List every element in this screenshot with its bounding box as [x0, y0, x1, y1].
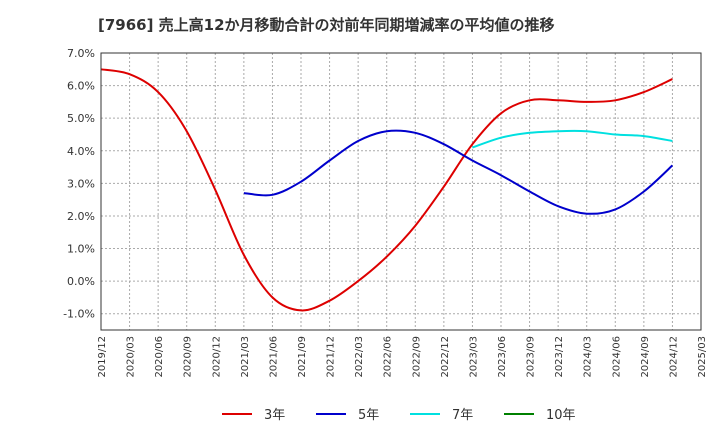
- x-tick-label: 2025/03: [697, 336, 708, 378]
- x-tick-label: 2022/09: [411, 336, 422, 378]
- legend-label-4: 10年: [546, 408, 576, 423]
- y-tick-label: 0.0%: [67, 275, 95, 288]
- x-tick-label: 2024/03: [583, 336, 594, 378]
- y-tick-label: 3.0%: [67, 177, 95, 190]
- x-tick-label: 2020/06: [154, 336, 165, 378]
- legend-label-3: 7年: [452, 408, 473, 423]
- axes: -1.0% 0.0% 1.0% 2.0% 3.0% 4.0% 5.0% 6.0% 7.0% 201…: [63, 47, 708, 378]
- y-tick-label: 2.0%: [67, 210, 95, 223]
- chart-title: [7966] 売上高12か月移動合計の対前年同期増減率の平均値の推移: [98, 16, 555, 34]
- x-tick-label: 2024/06: [611, 336, 622, 378]
- y-tick-label: 7.0%: [67, 47, 95, 60]
- plot-frame: [100, 52, 702, 331]
- y-tick-label: 5.0%: [67, 112, 95, 125]
- x-tick-label: 2020/09: [183, 336, 194, 378]
- x-tick-label: 2020/12: [211, 336, 222, 378]
- x-tick-label: 2019/12: [97, 336, 108, 378]
- series-lines: [100, 68, 674, 312]
- x-tick-label: 2022/03: [354, 336, 365, 378]
- series-line-1: [100, 68, 673, 312]
- legend-label-1: 3年: [264, 408, 285, 423]
- series-line-3: [472, 129, 673, 149]
- x-tick-label: 2021/03: [240, 336, 251, 378]
- x-tick-label: 2023/06: [497, 336, 508, 378]
- x-tick-label: 2023/09: [526, 336, 537, 378]
- grid: [100, 52, 702, 330]
- x-tick-label: 2021/06: [268, 336, 279, 378]
- x-tick-label: 2024/12: [668, 336, 679, 378]
- x-tick-label: 2021/09: [297, 336, 308, 378]
- x-tick-label: 2023/03: [468, 336, 479, 378]
- x-tick-label: 2023/12: [554, 336, 565, 378]
- x-tick-label: 2022/12: [440, 336, 451, 378]
- legend-label-2: 5年: [358, 408, 379, 423]
- y-tick-label: -1.0%: [63, 308, 95, 321]
- x-tick-label: 2020/03: [126, 336, 137, 378]
- legend: 3年 5年 7年 10年: [222, 408, 576, 423]
- x-tick-label: 2022/06: [383, 336, 394, 378]
- y-tick-label: 4.0%: [67, 145, 95, 158]
- y-tick-label: 6.0%: [67, 80, 95, 93]
- x-tick-label: 2021/12: [326, 336, 337, 378]
- y-tick-label: 1.0%: [67, 243, 95, 256]
- x-tick-label: 2024/09: [640, 336, 651, 378]
- series-line-2: [243, 129, 674, 215]
